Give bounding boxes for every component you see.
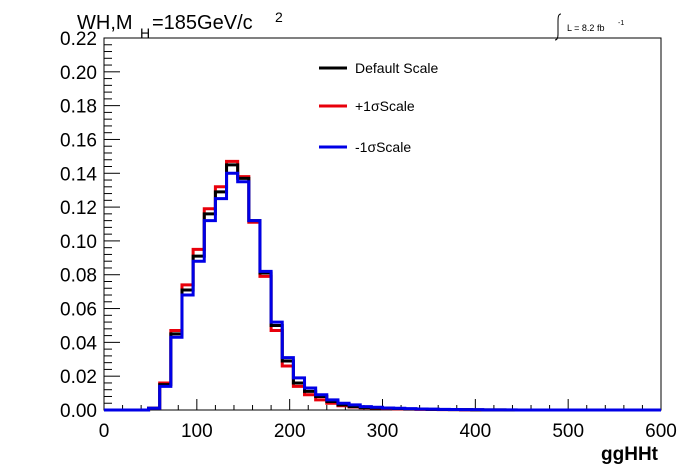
y-tick-label: 0.16: [60, 130, 97, 151]
y-tick-label: 0.22: [60, 29, 97, 50]
chart-title-subscript: H: [140, 25, 150, 41]
y-tick-label: 0.00: [60, 401, 97, 422]
y-tick-label: 0.12: [60, 198, 97, 219]
chart-title-main: WH,M: [77, 12, 133, 34]
x-tick-label: 500: [552, 421, 584, 442]
y-tick-label: 0.02: [60, 367, 97, 388]
plot-frame: [103, 37, 662, 411]
chart-title-rest: =185GeV/c: [152, 12, 253, 34]
legend-label: +1σScale: [355, 98, 415, 114]
luminosity-label: L = 8.2 fb: [567, 23, 604, 33]
y-tick-label: 0.14: [60, 164, 97, 185]
y-tick-label: 0.04: [60, 333, 97, 354]
legend: Default Scale +1σScale -1σScale: [319, 60, 438, 155]
series-line: [104, 159, 661, 412]
y-tick-label: 0.10: [60, 232, 97, 253]
x-axis-label: ggHHt: [601, 444, 659, 465]
y-tick-label: 0.06: [60, 300, 97, 321]
x-tick-label: 300: [367, 421, 399, 442]
series-line: [104, 163, 661, 412]
y-axis-ticks: 0.00 0.02 0.04 0.06 0.08 0.10 0.12 0.14 0.16 0.18…: [60, 29, 120, 422]
x-tick-label: 0: [99, 421, 110, 442]
integral-sign: [554, 13, 562, 41]
legend-label: -1σScale: [355, 139, 411, 155]
x-tick-label: 600: [645, 421, 677, 442]
luminosity-superscript: -1: [618, 20, 624, 27]
y-tick-label: 0.20: [60, 63, 97, 84]
y-tick-label: 0.18: [60, 97, 97, 118]
x-axis-ticks: 0 100 200 300 400 500 600: [99, 399, 677, 442]
x-tick-label: 400: [459, 421, 491, 442]
chart-title-superscript: 2: [275, 9, 283, 25]
y-tick-label: 0.08: [60, 266, 97, 287]
series-line: [104, 171, 661, 412]
legend-label: Default Scale: [355, 60, 438, 76]
x-tick-label: 100: [181, 421, 213, 442]
x-tick-label: 200: [274, 421, 306, 442]
series-group: [104, 159, 661, 412]
